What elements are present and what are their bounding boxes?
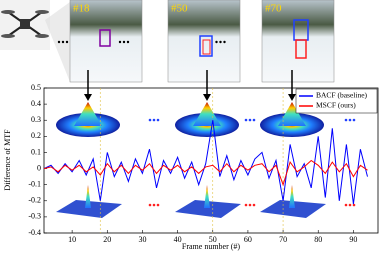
response-peak (289, 185, 295, 208)
target-box (199, 35, 213, 57)
ellipsis-dot (118, 40, 122, 44)
ellipsis-dot (348, 203, 352, 207)
response-peak (278, 102, 306, 126)
response-maps (56, 102, 356, 218)
target-box (295, 39, 307, 59)
frame-label: #18 (73, 3, 90, 15)
ellipsis-dot (219, 40, 222, 44)
x-tick-label: 50 (209, 235, 217, 244)
frame-image (261, 0, 335, 83)
ellipsis-dot (252, 118, 256, 122)
x-tick-label: 60 (244, 235, 252, 244)
frame-label: #50 (171, 3, 188, 15)
ellipsis-dot (65, 40, 69, 44)
response-peak (85, 185, 91, 208)
ellipsis-dot (215, 40, 218, 44)
frame-image (69, 0, 143, 83)
response-map (175, 200, 241, 218)
ellipsis-dot (148, 118, 152, 122)
y-tick-label: 0.1 (31, 147, 41, 156)
x-axis-label: Frame number (#) (182, 242, 241, 251)
ellipsis-dot (152, 203, 156, 207)
ellipsis-dot (122, 40, 126, 44)
ellipsis-dot (344, 118, 348, 122)
ellipsis-dot (252, 203, 256, 207)
ellipsis-dot (57, 40, 61, 44)
arrow-head (84, 94, 92, 101)
x-tick-label: 10 (68, 235, 76, 244)
response-peak (204, 185, 210, 208)
x-tick-label: 70 (279, 235, 287, 244)
ellipsis-dot (352, 118, 356, 122)
arrow-head (288, 94, 296, 101)
ellipsis-dot (248, 203, 252, 207)
x-tick-label: 40 (174, 235, 182, 244)
target-box (202, 39, 211, 55)
x-tick-label: 90 (349, 235, 357, 244)
response-peak (193, 102, 221, 126)
series-line (43, 120, 368, 205)
y-tick-label: 0.5 (31, 83, 41, 92)
ellipsis-dot (244, 118, 248, 122)
response-map (56, 200, 122, 218)
frames: #18 #50 #70 (57, 0, 335, 101)
ellipsis-dot (156, 118, 160, 122)
ellipsis-dot (126, 40, 130, 44)
x-tick-label: 20 (103, 235, 111, 244)
legend: BACF (baseline)MSCF (ours) (295, 88, 378, 114)
response-map (260, 200, 326, 218)
y-tick-label: -0.2 (28, 196, 41, 205)
ellipsis-dot (244, 203, 248, 207)
y-tick-label: -0.4 (28, 228, 41, 237)
y-tick-label: 0.4 (31, 99, 41, 108)
target-box (99, 29, 111, 47)
x-tick-label: 30 (138, 235, 146, 244)
ellipsis-dot (223, 40, 226, 44)
ellipsis-dot (344, 203, 348, 207)
x-tick-label: 80 (314, 235, 322, 244)
legend-label: MSCF (ours) (316, 101, 356, 110)
drone (0, 0, 50, 50)
ellipsis-dot (248, 118, 252, 122)
arrow-head (203, 94, 211, 101)
plot-frame (43, 87, 379, 234)
legend-label: BACF (baseline) (316, 91, 368, 100)
ellipsis-dot (156, 203, 160, 207)
ellipsis-dot (148, 203, 152, 207)
view-cone (45, 2, 70, 82)
legend-box (295, 88, 378, 114)
frame-image (167, 0, 241, 83)
frame-label: #70 (265, 3, 282, 15)
ellipsis-dot (352, 203, 356, 207)
y-tick-label: -0.3 (28, 212, 41, 221)
ellipsis-dot (61, 40, 65, 44)
y-tick-label: -0.1 (28, 179, 41, 188)
ellipsis-dot (348, 118, 352, 122)
series-line (43, 159, 368, 187)
y-tick-label: 0 (37, 163, 41, 172)
response-peak (74, 102, 102, 126)
y-tick-label: 0.3 (31, 115, 41, 124)
ellipsis-dot (152, 118, 156, 122)
y-axis-label: Difference of MTF (3, 129, 12, 191)
y-tick-label: 0.2 (31, 131, 41, 140)
